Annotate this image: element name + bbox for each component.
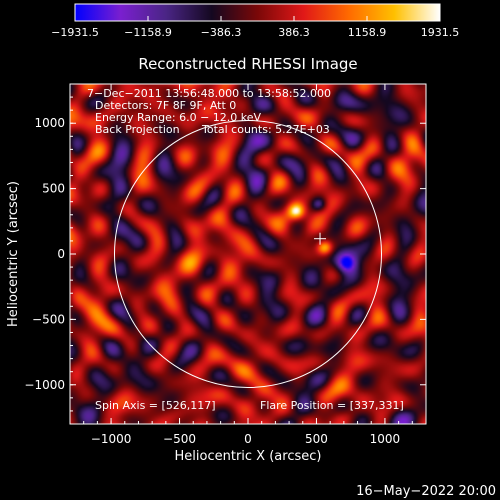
heatmap-image	[70, 84, 426, 424]
info-total-counts: Total counts: 5.27E+03	[201, 123, 330, 136]
spin-axis-label: Spin Axis = [526,117]	[95, 399, 216, 412]
x-tick-label: 1000	[370, 432, 401, 446]
y-tick-label: 1000	[34, 116, 65, 130]
y-tick-label: −1000	[24, 378, 65, 392]
flare-position-label: Flare Position = [337,331]	[260, 399, 404, 412]
y-tick-label: 0	[57, 247, 65, 261]
colorbar-tick-label: 1931.5	[421, 26, 460, 39]
colorbar-gradient	[74, 3, 441, 22]
x-tick-label: −1000	[91, 432, 132, 446]
spin-axis-marker	[314, 232, 327, 245]
info-line-detectors: Detectors: 7F 8F 9F, Att 0	[95, 99, 236, 112]
y-axis-ticks: −1000 −500 0 500 1000	[24, 96, 426, 412]
colorbar-tick-label: 1158.9	[348, 26, 387, 39]
y-axis-label: Heliocentric Y (arcsec)	[6, 181, 21, 327]
chart-title: Reconstructed RHESSI Image	[138, 55, 357, 73]
x-tick-label: 0	[244, 432, 252, 446]
colorbar-tick-label: −1158.9	[124, 26, 172, 39]
x-tick-label: −500	[163, 432, 196, 446]
info-line-time: 7−Dec−2011 13:56:48.000 to 13:58:52.000	[87, 87, 331, 100]
timestamp: 16−May−2022 20:00	[356, 484, 496, 499]
y-tick-label: 500	[42, 182, 65, 196]
x-tick-label: 500	[305, 432, 328, 446]
colorbar-ticks: −1931.5 −1158.9 −386.3 386.3 1158.9 1931.5	[51, 16, 459, 39]
colorbar-tick-label: −1931.5	[51, 26, 99, 39]
info-line-energy: Energy Range: 6.0 − 12.0 keV	[95, 111, 262, 124]
info-block: 7−Dec−2011 13:56:48.000 to 13:58:52.000 …	[87, 87, 404, 412]
x-axis-ticks: −1000 −500 0 500 1000	[83, 84, 413, 446]
y-tick-label: −500	[32, 312, 65, 326]
solar-disk-outline	[114, 120, 382, 388]
plot-area: −1000 −500 0 500 1000 −1000 −500 0 500 1000	[24, 83, 427, 446]
colorbar: −1931.5 −1158.9 −386.3 386.3 1158.9 1931.5	[51, 3, 459, 39]
x-axis-label: Heliocentric X (arcsec)	[175, 449, 322, 464]
colorbar-tick-label: 386.3	[278, 26, 310, 39]
info-line-method: Back Projection	[95, 123, 180, 136]
colorbar-tick-label: −386.3	[201, 26, 242, 39]
